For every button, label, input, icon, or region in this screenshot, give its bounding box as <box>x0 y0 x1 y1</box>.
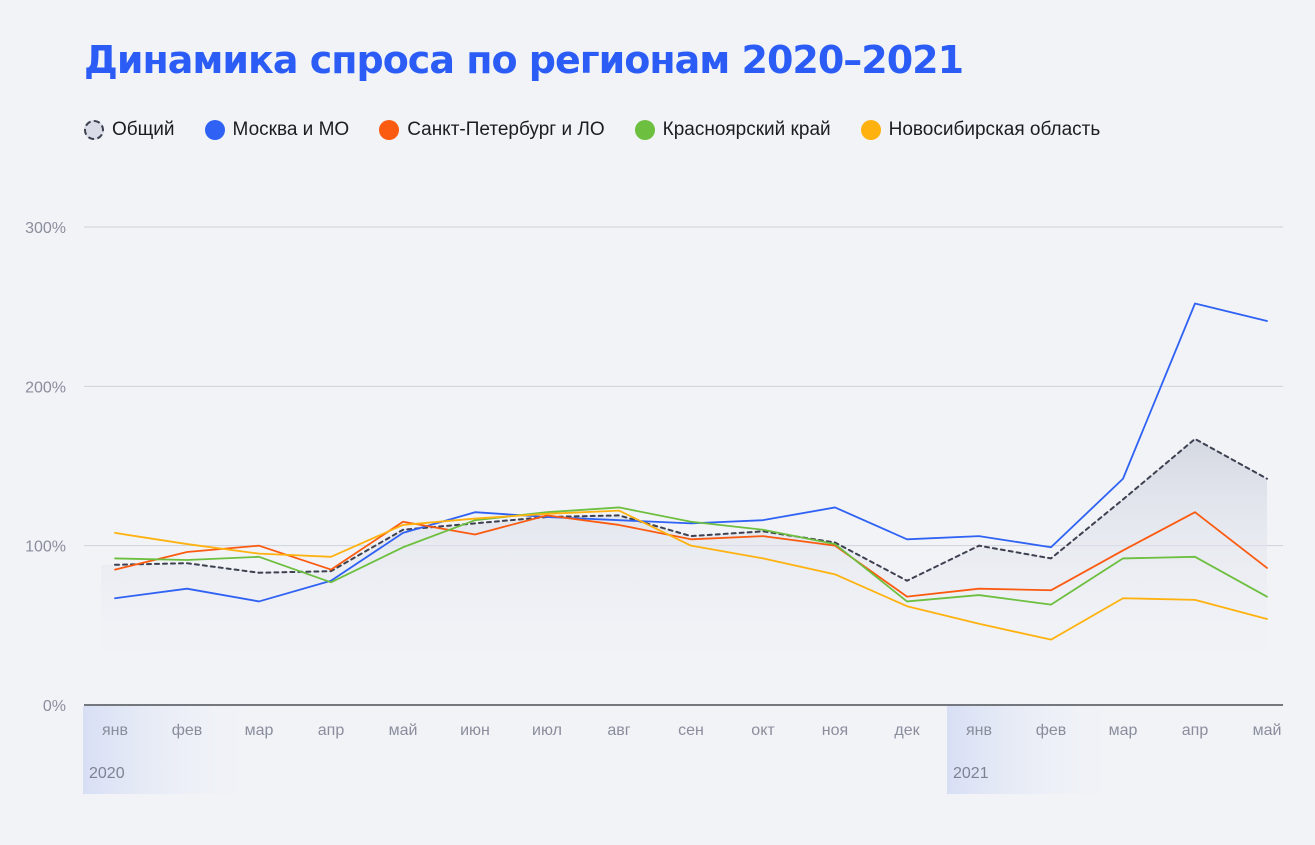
x-tick-label-7: авг <box>607 722 630 739</box>
year-label-2021: 2021 <box>953 765 989 782</box>
year-band-0 <box>83 706 263 794</box>
x-tick-label-4: май <box>389 722 418 739</box>
series-line-total <box>114 437 1268 582</box>
series-line-novosibirsk <box>114 509 1268 641</box>
x-tick-label-6: июл <box>532 722 562 739</box>
legend-item-total: Общий <box>84 119 175 141</box>
year-band-1 <box>947 706 1127 794</box>
legend-swatch-spb <box>379 120 400 140</box>
legend-item-spb: Санкт-Петербург и ЛО <box>379 119 605 141</box>
y-tick-label-300: 300% <box>25 220 66 237</box>
chart-title: Динамика спроса по регионам 2020–2021 <box>84 38 964 82</box>
x-tick-label-12: янв <box>966 722 992 739</box>
x-tick-label-8: сен <box>678 722 704 739</box>
series-line-spb <box>114 511 1268 598</box>
x-tick-label-9: окт <box>751 722 775 739</box>
year-label-2020: 2020 <box>89 765 125 782</box>
legend-swatch-novosibirsk <box>860 120 881 140</box>
x-tick-label-10: ноя <box>822 722 848 739</box>
series-line-moscow <box>114 302 1268 603</box>
legend-swatch-moscow <box>204 120 225 140</box>
legend-item-krasnoyarsk: Красноярский край <box>634 119 831 141</box>
x-tick-label-0: янв <box>102 722 128 739</box>
x-tick-label-14: мар <box>1109 722 1138 739</box>
legend-item-moscow: Москва и МО <box>204 119 350 141</box>
x-tick-label-1: фев <box>172 722 203 739</box>
legend-label-novosibirsk: Новосибирская область <box>888 119 1101 140</box>
series-line-krasnoyarsk <box>114 506 1268 606</box>
x-tick-label-3: апр <box>318 722 345 739</box>
y-tick-label-100: 100% <box>25 539 66 556</box>
x-tick-label-16: май <box>1253 722 1282 739</box>
y-tick-label-200: 200% <box>25 379 66 396</box>
legend-label-spb: Санкт-Петербург и ЛО <box>407 119 605 140</box>
x-tick-label-15: апр <box>1182 722 1209 739</box>
legend: Общий Москва и МО Санкт-Петербург и ЛО К… <box>84 118 1100 142</box>
x-tick-label-13: фев <box>1036 722 1067 739</box>
x-tick-label-2: мар <box>245 722 274 739</box>
legend-label-total: Общий <box>112 119 175 140</box>
area-total <box>101 438 1267 655</box>
legend-swatch-krasnoyarsk <box>634 120 655 140</box>
x-tick-label-11: дек <box>894 722 920 739</box>
y-tick-label-0: 0% <box>43 698 66 715</box>
x-tick-label-5: июн <box>460 722 490 739</box>
legend-item-novosibirsk: Новосибирская область <box>860 119 1101 141</box>
legend-label-moscow: Москва и МО <box>232 119 350 140</box>
legend-label-krasnoyarsk: Красноярский край <box>662 119 831 140</box>
legend-swatch-total <box>84 120 104 140</box>
